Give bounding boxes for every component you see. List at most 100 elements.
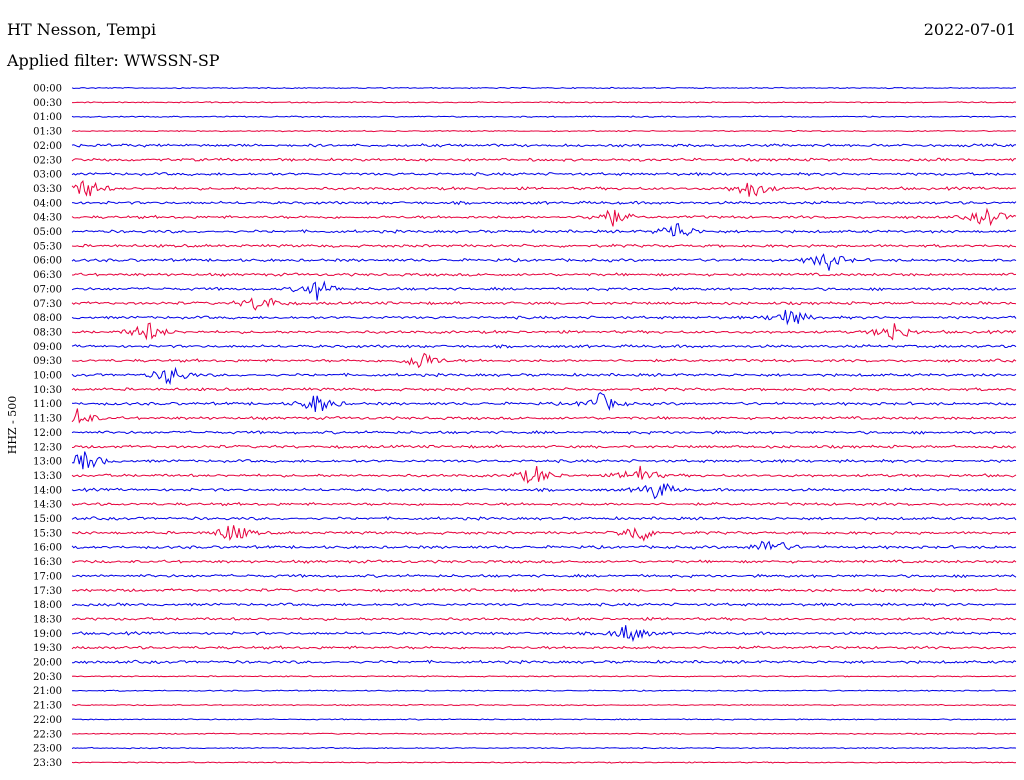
time-tick-label: 21:30 — [33, 701, 62, 712]
seismic-trace — [71, 540, 1017, 551]
time-tick-label: 15:30 — [33, 528, 62, 539]
time-tick-label: 03:30 — [33, 184, 62, 195]
time-tick-label: 01:00 — [33, 112, 62, 123]
time-tick-label: 18:30 — [33, 614, 62, 625]
seismic-trace — [71, 366, 1017, 386]
seismic-trace — [71, 482, 1017, 500]
time-tick-label: 20:00 — [33, 658, 62, 669]
time-tick-label: 01:30 — [33, 127, 62, 138]
seismic-trace — [71, 718, 1016, 721]
time-tick-label: 07:30 — [33, 299, 62, 310]
time-tick-label: 13:00 — [33, 457, 62, 468]
time-tick-label: 15:00 — [33, 514, 62, 525]
seismic-trace — [71, 297, 1017, 311]
seismic-trace — [71, 253, 1017, 271]
time-tick-label: 11:30 — [33, 414, 62, 425]
seismic-trace — [71, 222, 1017, 237]
seismic-trace — [71, 129, 1017, 133]
seismic-trace — [71, 408, 1017, 424]
time-tick-label: 09:30 — [33, 356, 62, 367]
seismic-trace — [71, 616, 1017, 622]
seismic-trace — [71, 732, 1017, 735]
seismic-trace — [71, 451, 1017, 470]
seismic-trace — [71, 86, 1017, 90]
seismic-trace — [71, 625, 1017, 643]
time-tick-label: 14:00 — [33, 485, 62, 496]
seismic-trace — [71, 430, 1017, 435]
seismic-trace — [71, 587, 1017, 593]
seismic-trace — [72, 659, 1017, 665]
plot-date: 2022-07-01 — [923, 20, 1016, 39]
seismic-trace — [71, 675, 1017, 678]
seismic-trace — [71, 573, 1017, 579]
seismic-trace — [71, 171, 1017, 177]
seismic-trace — [71, 322, 1017, 341]
seismic-trace — [71, 645, 1017, 650]
y-axis-label: HHZ - 500 — [6, 396, 19, 455]
time-tick-label: 00:00 — [33, 84, 62, 95]
seismic-trace — [71, 761, 1017, 764]
time-tick-label: 23:00 — [33, 744, 62, 755]
time-tick-label: 06:30 — [33, 270, 62, 281]
seismic-trace — [71, 559, 1017, 564]
time-tick-label: 23:30 — [33, 758, 62, 769]
time-tick-label: 04:00 — [33, 198, 62, 209]
time-tick-label: 17:00 — [33, 571, 62, 582]
seismic-trace — [71, 465, 1017, 484]
time-tick-label: 22:30 — [33, 729, 62, 740]
seismic-trace — [71, 525, 1017, 542]
seismic-trace — [71, 207, 1017, 227]
time-tick-label: 02:00 — [33, 141, 62, 152]
time-tick-label: 03:00 — [33, 170, 62, 181]
time-tick-label: 10:00 — [33, 371, 62, 382]
time-tick-label: 19:00 — [33, 629, 62, 640]
seismic-trace — [71, 746, 1017, 750]
time-tick-label: 02:30 — [33, 155, 62, 166]
time-tick-label: 07:00 — [33, 284, 62, 295]
time-tick-label: 16:00 — [33, 543, 62, 554]
time-tick-label: 05:00 — [33, 227, 62, 238]
time-tick-label: 14:30 — [33, 500, 62, 511]
time-tick-label: 16:30 — [33, 557, 62, 568]
seismic-trace — [72, 272, 1017, 277]
time-tick-label: 10:30 — [33, 385, 62, 396]
time-tick-label: 05:30 — [33, 241, 62, 252]
seismic-trace — [71, 602, 1017, 607]
station-title: HT Nesson, Tempi — [7, 20, 157, 39]
seismic-trace — [71, 516, 1017, 521]
seismic-trace — [71, 243, 1017, 249]
time-tick-label: 18:00 — [33, 600, 62, 611]
seismic-trace — [71, 391, 1017, 412]
seismic-trace — [71, 689, 1017, 692]
seismic-trace — [71, 115, 1017, 118]
time-tick-label: 17:30 — [33, 586, 62, 597]
time-tick-label: 08:00 — [33, 313, 62, 324]
time-tick-label: 13:30 — [33, 471, 62, 482]
seismic-trace — [71, 143, 1017, 148]
time-tick-label: 09:00 — [33, 342, 62, 353]
time-tick-label: 22:00 — [33, 715, 62, 726]
seismic-trace — [71, 501, 1017, 507]
trace-group: 00:00 00:30 01:00 01:30 02:00 02:30 03:00 03:30… — [33, 84, 1017, 769]
seismic-trace — [72, 101, 1017, 104]
seismic-trace — [71, 157, 1016, 163]
seismic-trace — [71, 344, 1017, 349]
seismic-trace — [71, 387, 1017, 392]
seismic-trace — [71, 200, 1017, 206]
time-tick-label: 12:30 — [33, 442, 62, 453]
time-tick-label: 11:00 — [33, 399, 62, 410]
seismic-trace — [71, 703, 1017, 707]
time-tick-label: 04:30 — [33, 213, 62, 224]
seismic-trace — [71, 444, 1017, 449]
seismic-trace — [71, 179, 1016, 197]
time-tick-label: 21:00 — [33, 686, 62, 697]
time-tick-label: 20:30 — [33, 672, 62, 683]
seismic-trace — [71, 280, 1017, 301]
time-tick-label: 12:00 — [33, 428, 62, 439]
seismic-trace — [71, 352, 1017, 369]
time-tick-label: 19:30 — [33, 643, 62, 654]
time-tick-label: 08:30 — [33, 327, 62, 338]
time-tick-label: 00:30 — [33, 98, 62, 109]
filter-subtitle: Applied filter: WWSSN-SP — [7, 51, 220, 70]
